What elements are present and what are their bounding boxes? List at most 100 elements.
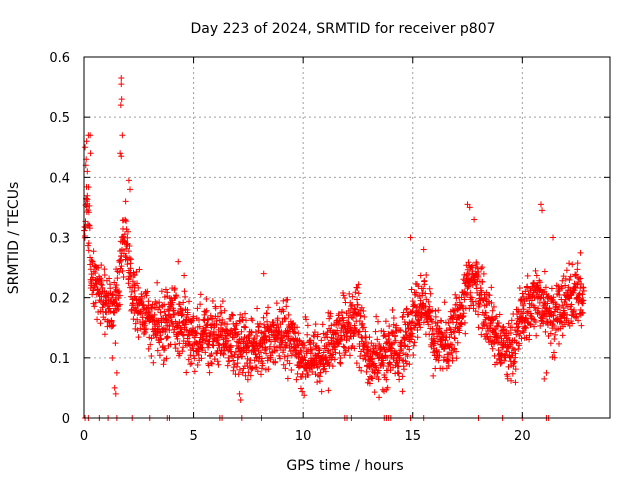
data-point: [282, 365, 289, 372]
x-tick-label: 10: [295, 429, 312, 444]
data-point: [248, 329, 255, 336]
data-point: [524, 283, 531, 290]
data-point: [205, 344, 212, 351]
data-point: [82, 144, 89, 151]
data-point: [537, 279, 544, 286]
data-point: [488, 284, 495, 291]
data-point: [119, 132, 126, 139]
data-point: [421, 281, 428, 288]
data-point: [260, 270, 267, 277]
data-point: [385, 330, 392, 337]
data-point: [401, 342, 408, 349]
data-point: [390, 354, 397, 361]
data-point: [125, 280, 132, 287]
data-point: [406, 346, 413, 353]
data-point: [498, 353, 505, 360]
data-point: [147, 341, 154, 348]
data-point: [124, 234, 131, 241]
data-point: [438, 318, 445, 325]
data-point: [459, 313, 466, 320]
data-point: [558, 319, 565, 326]
data-point: [247, 372, 254, 379]
data-point: [122, 198, 129, 205]
data-point: [446, 324, 453, 331]
data-point: [533, 272, 540, 279]
data-point: [495, 320, 502, 327]
data-point: [541, 375, 548, 382]
data-point: [125, 177, 132, 184]
data-point: [240, 347, 247, 354]
data-point: [580, 297, 587, 304]
data-point: [500, 323, 507, 330]
data-point: [524, 272, 531, 279]
data-point: [261, 321, 268, 328]
data-point: [575, 317, 582, 324]
data-point: [383, 376, 390, 383]
data-point: [124, 228, 131, 235]
data-point: [148, 352, 155, 359]
data-point: [209, 297, 216, 304]
data-point: [420, 319, 427, 326]
data-point: [456, 299, 463, 306]
data-point: [295, 342, 302, 349]
data-point: [176, 340, 183, 347]
data-point: [119, 268, 126, 275]
data-point: [301, 392, 308, 399]
data-point: [441, 354, 448, 361]
data-point: [273, 300, 280, 307]
data-point: [441, 299, 448, 306]
data-point: [392, 337, 399, 344]
data-point: [233, 363, 240, 370]
data-point: [436, 325, 443, 332]
data-point: [351, 322, 358, 329]
data-point: [135, 284, 142, 291]
data-point: [298, 348, 305, 355]
data-point: [494, 323, 501, 330]
data-point: [488, 299, 495, 306]
data-point: [460, 310, 467, 317]
data-point: [236, 390, 243, 397]
data-point: [230, 367, 237, 374]
data-point: [414, 327, 421, 334]
data-point: [95, 264, 102, 271]
data-point: [463, 262, 470, 269]
data-point: [110, 322, 117, 329]
data-point: [196, 323, 203, 330]
data-point: [466, 270, 473, 277]
data-point: [515, 345, 522, 352]
data-point: [350, 315, 357, 322]
data-point: [118, 96, 125, 103]
data-point: [551, 354, 558, 361]
data-point: [316, 378, 323, 385]
data-point: [310, 340, 317, 347]
y-tick-label: 0.1: [49, 352, 70, 367]
data-point: [508, 317, 515, 324]
data-point: [321, 363, 328, 370]
data-point: [112, 390, 119, 397]
data-point: [299, 388, 306, 395]
data-point: [340, 317, 347, 324]
data-point: [214, 313, 221, 320]
data-point: [312, 371, 319, 378]
data-points: [81, 75, 587, 421]
data-point: [316, 347, 323, 354]
data-point: [325, 387, 332, 394]
data-point: [127, 186, 134, 193]
data-point: [106, 275, 113, 282]
data-point: [350, 333, 357, 340]
data-point: [497, 360, 504, 367]
data-point: [520, 310, 527, 317]
data-point: [281, 314, 288, 321]
data-point: [214, 358, 221, 365]
data-point: [150, 359, 157, 366]
data-point: [579, 291, 586, 298]
data-point: [263, 310, 270, 317]
data-point: [358, 304, 365, 311]
data-point: [519, 301, 526, 308]
x-tick-label: 20: [514, 429, 531, 444]
data-point: [546, 305, 553, 312]
data-point: [195, 352, 202, 359]
data-point: [183, 327, 190, 334]
data-point: [267, 352, 274, 359]
data-point: [122, 216, 129, 223]
